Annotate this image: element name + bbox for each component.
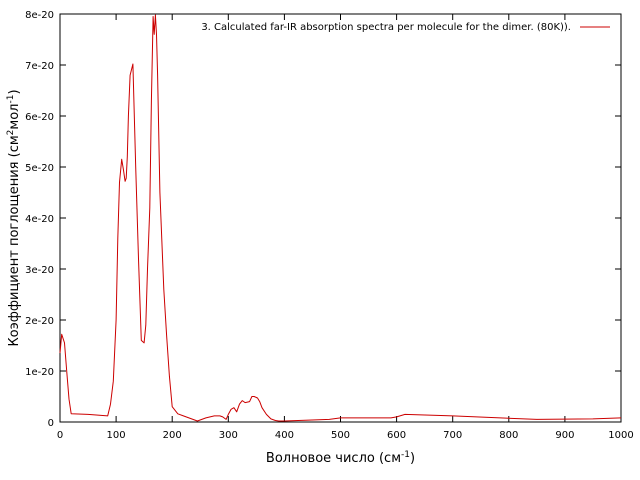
x-tick-label: 700	[443, 430, 462, 441]
y-axis-title-end: )	[7, 89, 22, 94]
y-tick-label: 7e-20	[25, 61, 54, 72]
y-tick-label: 8e-20	[25, 10, 54, 21]
legend: 3. Calculated far-IR absorption spectra …	[201, 22, 610, 33]
axes	[59, 13, 622, 423]
y-tick-label: 0	[48, 418, 54, 429]
x-tick-label: 400	[275, 430, 294, 441]
y-tick-label: 1e-20	[25, 367, 54, 378]
x-tick-label: 1000	[608, 430, 633, 441]
x-axis-title-sup: -1	[401, 450, 410, 460]
y-axis-title: Коэффициент поглощения (см2мол-1)	[6, 89, 22, 346]
x-tick-label: 900	[555, 430, 574, 441]
x-tick-label: 800	[499, 430, 518, 441]
y-axis-title-main: Коэффициент поглощения (см	[7, 135, 22, 346]
x-tick-label: 500	[331, 430, 350, 441]
y-axis-title-sup1: 2	[6, 130, 16, 136]
x-tick-label: 100	[107, 430, 126, 441]
x-axis-title-end: )	[410, 451, 415, 466]
series-line	[59, 14, 622, 422]
y-tick-label: 6e-20	[25, 112, 54, 123]
series-layer	[59, 14, 622, 422]
plot-frame	[59, 13, 622, 423]
x-axis-title: Волновое число (см-1)	[266, 450, 415, 466]
ticks: 0 100 200 300 400 500 600 700 800 900 1000 0 1e-20 2e…	[25, 10, 634, 441]
y-tick-label: 4e-20	[25, 214, 54, 225]
legend-label: 3. Calculated far-IR absorption spectra …	[201, 22, 571, 33]
x-tick-label: 600	[387, 430, 406, 441]
x-axis-title-main: Волновое число (см	[266, 451, 401, 466]
y-axis-title-mid: мол	[7, 104, 22, 130]
x-tick-label: 200	[163, 430, 182, 441]
y-axis-title-sup2: -1	[6, 95, 16, 104]
y-tick-label: 2e-20	[25, 316, 54, 327]
y-tick-label: 5e-20	[25, 163, 54, 174]
y-tick-label: 3e-20	[25, 265, 54, 276]
x-tick-label: 0	[57, 430, 63, 441]
x-tick-label: 300	[219, 430, 238, 441]
